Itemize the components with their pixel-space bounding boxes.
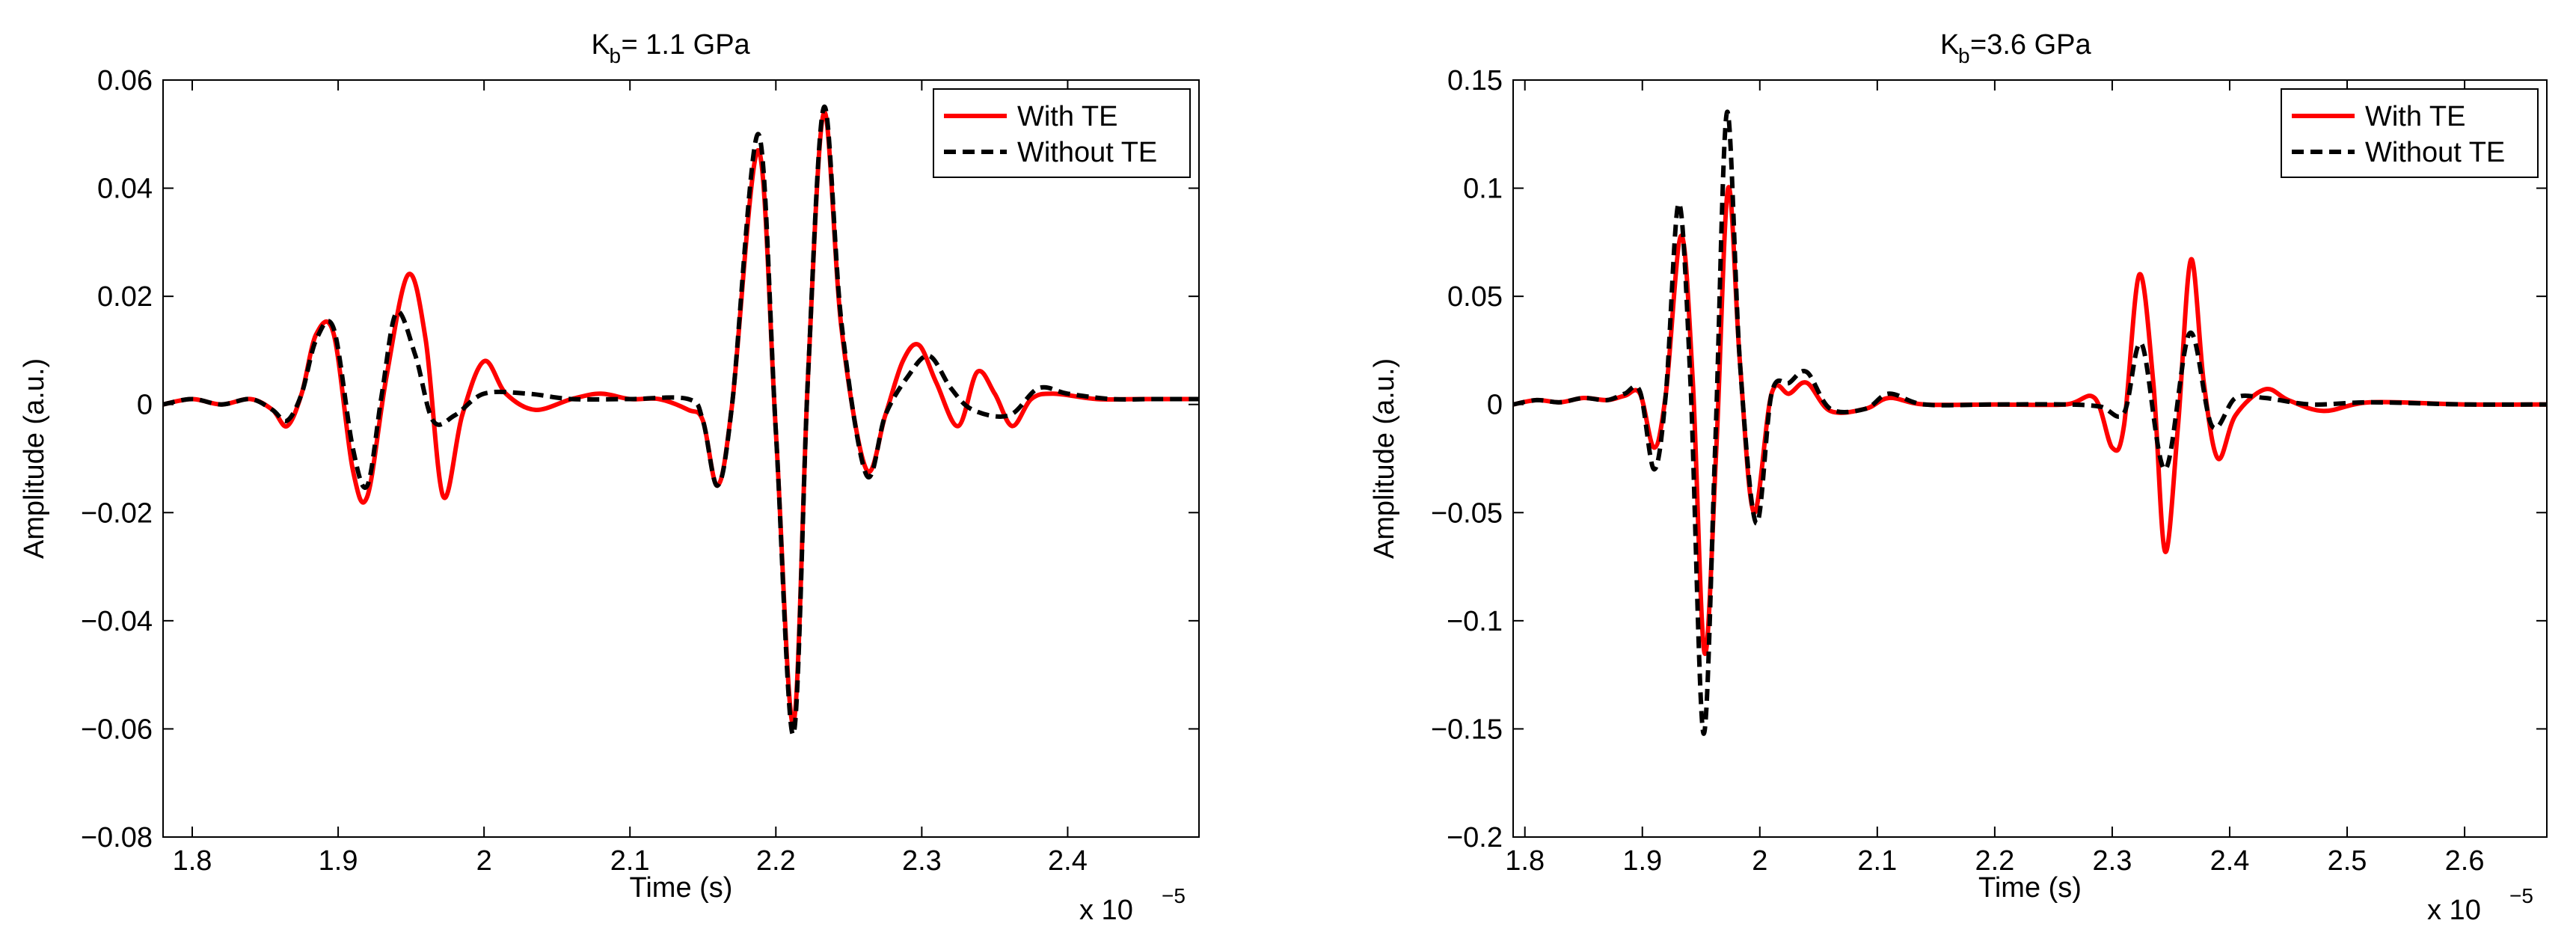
y-tick-label: 0.1 <box>1463 174 1503 205</box>
y-tick-label: −0.02 <box>81 497 153 529</box>
series-line-without-te <box>1513 109 2547 736</box>
y-tick-label: 0.15 <box>1447 65 1503 96</box>
x-tick-label: 2 <box>1752 845 1767 877</box>
legend-box <box>2281 88 2539 178</box>
y-tick-label: −0.1 <box>1447 606 1503 637</box>
y-tick-label: −0.05 <box>1431 497 1503 529</box>
x-tick-label: 2.5 <box>2328 845 2367 877</box>
y-tick-label: 0.06 <box>97 65 153 96</box>
x-tick-label: 2.2 <box>756 845 796 877</box>
axes-frame <box>162 79 1200 838</box>
legend: With TE Without TE <box>2281 88 2539 178</box>
chart-title: Kb = 1.1 GPa <box>592 29 751 67</box>
x-tick-label: 1.8 <box>1505 845 1545 877</box>
y-tick-label: 0.05 <box>1447 281 1503 313</box>
legend-label: With TE <box>2365 101 2465 132</box>
legend-label: Without TE <box>2365 137 2505 168</box>
legend-box <box>933 88 1191 178</box>
series-group <box>1513 109 2547 736</box>
x-tick-label: 2.4 <box>1048 845 1088 877</box>
axes-frame <box>1512 79 2548 838</box>
x-tick-label: 2 <box>476 845 492 877</box>
y-tick-label: −0.08 <box>81 822 153 853</box>
y-tick-label: 0 <box>1487 390 1503 421</box>
x-tick-label: 1.9 <box>319 845 358 877</box>
x-tick-label: 2.3 <box>902 845 942 877</box>
legend-label: With TE <box>1017 101 1117 132</box>
chart-kb-1-1-gpa: Kb = 1.1 GPa 1.8 1.9 2 2.1 2.2 2.3 2.4 −0.08 −0.0… <box>19 29 1200 926</box>
x-multiplier: x 10 −5 <box>2427 884 2533 926</box>
y-tick-label: −0.04 <box>81 606 153 637</box>
x-multiplier-exponent: −5 <box>1162 884 1186 907</box>
chart-kb-3-6-gpa: Kb =3.6 GPa 1.8 1.9 2 2.1 2.2 2.3 2.4 2.5 2.6 −0.2… <box>1369 29 2548 926</box>
legend-label: Without TE <box>1017 137 1157 168</box>
x-multiplier-base: x 10 <box>1079 895 1133 926</box>
x-multiplier-exponent: −5 <box>2509 884 2533 907</box>
x-tick-label: 1.9 <box>1622 845 1662 877</box>
series-group <box>163 105 1199 737</box>
y-tick-label: −0.06 <box>81 714 153 745</box>
x-tick-label: 2.1 <box>1857 845 1897 877</box>
y-tick-label: 0.02 <box>97 281 153 313</box>
chart-title: Kb =3.6 GPa <box>1940 29 2091 67</box>
title-value: =3.6 GPa <box>1970 29 2091 61</box>
title-symbol: K <box>592 29 610 61</box>
y-axis-label: Amplitude (a.u.) <box>1369 358 1400 559</box>
legend: With TE Without TE <box>933 88 1191 178</box>
y-tick-label: 0.04 <box>97 174 153 205</box>
y-tick-label: −0.15 <box>1431 714 1503 745</box>
y-axis-label: Amplitude (a.u.) <box>19 358 50 559</box>
x-tick-label: 1.8 <box>173 845 212 877</box>
title-subscript: b <box>610 44 622 67</box>
x-axis-label: Time (s) <box>1978 872 2082 904</box>
y-tick-label: 0 <box>137 390 153 421</box>
x-tick-label: 2.6 <box>2445 845 2485 877</box>
x-tick-label: 2.3 <box>2093 845 2132 877</box>
x-tick-label: 2.4 <box>2210 845 2250 877</box>
x-tick-label: 2.2 <box>1975 845 2014 877</box>
title-subscript: b <box>1958 44 1970 67</box>
y-tick-label: −0.2 <box>1447 822 1503 853</box>
x-multiplier: x 10 −5 <box>1079 884 1186 926</box>
x-multiplier-base: x 10 <box>2427 895 2481 926</box>
title-value: = 1.1 GPa <box>622 29 751 61</box>
title-symbol: K <box>1940 29 1959 61</box>
x-axis-label: Time (s) <box>630 872 733 904</box>
x-tick-label: 2.1 <box>610 845 650 877</box>
